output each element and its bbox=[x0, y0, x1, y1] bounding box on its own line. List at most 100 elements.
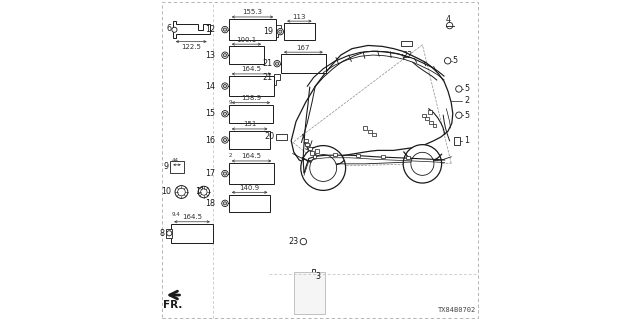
Text: 21: 21 bbox=[263, 59, 273, 68]
Text: 22: 22 bbox=[402, 51, 412, 60]
Bar bbox=[229, 46, 264, 64]
Text: 164.5: 164.5 bbox=[241, 66, 262, 72]
Bar bbox=[229, 163, 275, 184]
Circle shape bbox=[277, 28, 284, 35]
Bar bbox=[312, 155, 317, 158]
Circle shape bbox=[456, 86, 462, 92]
Bar bbox=[367, 130, 371, 133]
Text: 21: 21 bbox=[262, 73, 273, 82]
Circle shape bbox=[223, 112, 227, 116]
Text: 4: 4 bbox=[445, 15, 451, 24]
Text: 11: 11 bbox=[195, 188, 205, 196]
Text: 44: 44 bbox=[172, 158, 179, 163]
Text: 100.1: 100.1 bbox=[236, 36, 257, 43]
Text: 158.9: 158.9 bbox=[241, 95, 261, 101]
Bar bbox=[422, 114, 426, 117]
Circle shape bbox=[447, 22, 453, 29]
Text: 12: 12 bbox=[205, 25, 215, 34]
Bar bbox=[425, 117, 429, 120]
Text: 122.5: 122.5 bbox=[181, 44, 201, 50]
Bar bbox=[229, 105, 273, 123]
Bar bbox=[363, 126, 367, 130]
Bar bbox=[304, 139, 307, 142]
Text: 18: 18 bbox=[205, 199, 215, 208]
Bar bbox=[315, 149, 319, 153]
Bar bbox=[229, 195, 270, 212]
Text: 17: 17 bbox=[205, 169, 215, 178]
Text: 5: 5 bbox=[453, 56, 458, 65]
Text: 20: 20 bbox=[264, 132, 275, 141]
Circle shape bbox=[301, 146, 346, 190]
Text: 113: 113 bbox=[292, 13, 306, 20]
Bar bbox=[454, 137, 460, 145]
Bar bbox=[170, 161, 184, 173]
Circle shape bbox=[222, 137, 228, 143]
Text: 2: 2 bbox=[464, 96, 469, 105]
Bar bbox=[381, 155, 385, 158]
Bar bbox=[429, 121, 433, 124]
Bar bbox=[372, 133, 376, 136]
Circle shape bbox=[178, 188, 186, 196]
Text: 23: 23 bbox=[289, 237, 298, 246]
Circle shape bbox=[222, 171, 228, 177]
Bar bbox=[281, 54, 326, 73]
Text: 2: 2 bbox=[229, 153, 232, 158]
Bar bbox=[310, 151, 314, 155]
Text: FR.: FR. bbox=[163, 300, 182, 309]
Circle shape bbox=[222, 52, 228, 59]
Text: 16: 16 bbox=[205, 135, 215, 145]
Text: 10: 10 bbox=[161, 188, 172, 196]
Bar bbox=[333, 153, 337, 156]
Text: 9: 9 bbox=[229, 100, 232, 105]
Circle shape bbox=[175, 186, 188, 198]
Text: 3: 3 bbox=[315, 272, 320, 281]
Bar bbox=[229, 131, 270, 149]
Text: 8: 8 bbox=[160, 229, 165, 238]
Circle shape bbox=[198, 186, 210, 198]
Circle shape bbox=[274, 60, 280, 67]
Bar bbox=[166, 228, 172, 238]
Text: 155.3: 155.3 bbox=[243, 9, 262, 15]
Circle shape bbox=[275, 62, 279, 65]
Circle shape bbox=[166, 231, 172, 236]
Text: 164.5: 164.5 bbox=[241, 153, 262, 159]
Text: 5: 5 bbox=[464, 84, 469, 93]
Text: 140.9: 140.9 bbox=[239, 185, 260, 191]
Text: 19: 19 bbox=[263, 27, 273, 36]
Text: 1: 1 bbox=[464, 136, 469, 145]
Text: 9.4: 9.4 bbox=[172, 212, 180, 217]
Circle shape bbox=[223, 139, 227, 141]
Bar bbox=[433, 124, 436, 127]
Circle shape bbox=[222, 200, 228, 207]
Bar bbox=[294, 272, 325, 314]
Circle shape bbox=[403, 145, 442, 183]
Circle shape bbox=[172, 27, 177, 32]
Circle shape bbox=[222, 111, 228, 117]
Circle shape bbox=[222, 27, 228, 33]
Bar bbox=[356, 154, 360, 157]
Text: 9: 9 bbox=[163, 162, 169, 171]
Text: 164.5: 164.5 bbox=[182, 214, 202, 220]
Bar bbox=[429, 110, 433, 114]
Text: 14: 14 bbox=[205, 82, 215, 91]
Bar bbox=[284, 23, 314, 40]
Text: 13: 13 bbox=[205, 51, 215, 60]
Bar bbox=[401, 41, 412, 46]
Bar bbox=[308, 147, 312, 150]
Circle shape bbox=[222, 83, 228, 89]
Text: 167: 167 bbox=[296, 44, 310, 51]
Circle shape bbox=[411, 152, 434, 175]
Circle shape bbox=[310, 155, 337, 181]
Text: 151: 151 bbox=[243, 121, 256, 127]
Circle shape bbox=[201, 189, 207, 195]
Circle shape bbox=[223, 28, 227, 31]
Circle shape bbox=[456, 112, 462, 118]
Circle shape bbox=[300, 238, 307, 245]
Bar bbox=[172, 224, 212, 243]
Bar bbox=[305, 143, 309, 146]
Bar bbox=[406, 156, 410, 159]
Circle shape bbox=[223, 202, 227, 205]
Bar bbox=[229, 76, 275, 96]
Text: TX84B0702: TX84B0702 bbox=[438, 307, 476, 313]
Text: 6: 6 bbox=[166, 24, 172, 33]
